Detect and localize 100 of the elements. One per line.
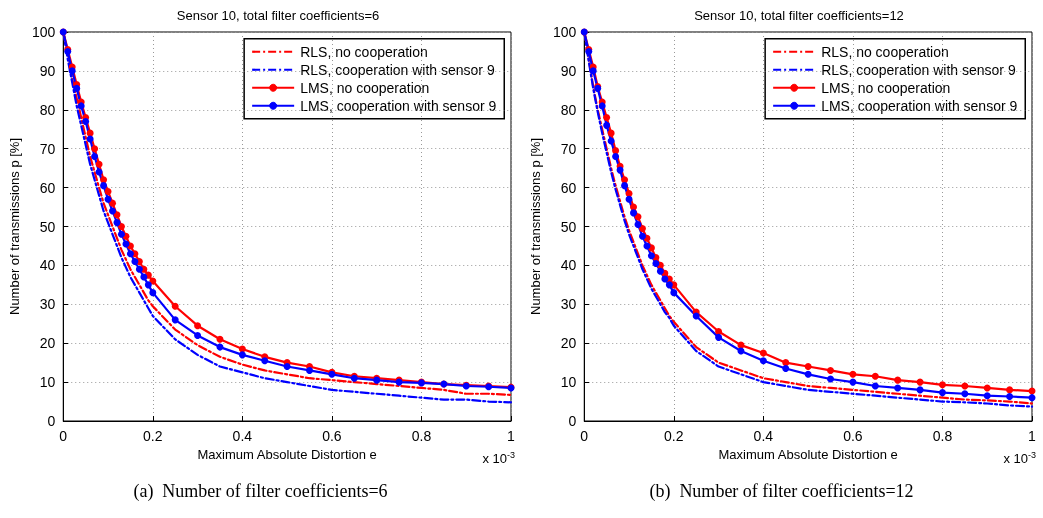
point — [938, 389, 946, 397]
point — [625, 195, 633, 203]
x-tick-label: 0.6 — [843, 428, 863, 444]
point — [131, 258, 139, 266]
text: (b) Number of filter coefficients=12 — [649, 481, 914, 502]
chart-title: Sensor 10, total filter coefficients=12 — [694, 8, 904, 23]
point — [261, 357, 269, 365]
point — [149, 289, 157, 297]
y-tick-label: 30 — [560, 296, 577, 313]
point — [77, 102, 85, 110]
y-tick-label: 10 — [560, 374, 577, 391]
point — [612, 147, 620, 155]
point — [104, 195, 112, 203]
y-tick-label: 70 — [560, 140, 577, 157]
y-tick-label: 90 — [39, 62, 56, 79]
point — [589, 67, 597, 75]
point — [607, 137, 615, 145]
point — [782, 364, 790, 372]
point — [647, 252, 655, 260]
point — [665, 281, 673, 289]
point — [109, 207, 117, 215]
point — [692, 312, 700, 320]
point — [104, 187, 112, 195]
x-tick-label: 0.4 — [232, 428, 253, 444]
point — [109, 199, 117, 207]
point — [598, 102, 606, 110]
point — [1028, 394, 1036, 402]
y-tick-label: 40 — [560, 257, 577, 274]
x-tick-label: 0.4 — [753, 428, 774, 444]
point — [612, 152, 620, 160]
x-tick-label: 0.2 — [143, 428, 163, 444]
point — [144, 281, 152, 289]
point — [656, 267, 664, 275]
x-tick-label: 0.2 — [664, 428, 684, 444]
point — [117, 223, 125, 230]
legend-label: LMS, no cooperation — [821, 79, 951, 96]
point — [638, 224, 646, 232]
y-tick-label: 0 — [47, 413, 56, 429]
point — [171, 316, 179, 324]
point — [983, 384, 991, 392]
x-tick-label: 0 — [59, 428, 68, 444]
point — [715, 333, 723, 341]
y-tick-label: 60 — [39, 179, 56, 196]
y-tick-label: 90 — [560, 62, 577, 79]
point — [1006, 386, 1014, 394]
point — [149, 277, 157, 285]
y-tick-label: 80 — [39, 101, 56, 118]
point — [630, 209, 638, 217]
y-tick-label: 80 — [560, 101, 577, 118]
point — [100, 182, 108, 190]
x-tick-label: 0.6 — [322, 428, 342, 444]
point — [638, 232, 646, 240]
point — [135, 265, 143, 273]
y-axis-title: Number of transmissions p [%] — [7, 137, 22, 316]
legend-label: LMS, cooperation with sensor 9 — [821, 97, 1018, 114]
point — [827, 375, 835, 383]
point — [894, 384, 902, 392]
y-tick-label: 70 — [39, 140, 56, 157]
point — [95, 160, 103, 168]
y-tick-label: 50 — [560, 218, 577, 235]
point — [670, 289, 678, 297]
legend-label: RLS, no cooperation — [300, 43, 428, 60]
point — [91, 152, 99, 160]
chart-title: Sensor 10, total filter coefficients=6 — [176, 8, 380, 23]
point — [804, 370, 812, 378]
point — [238, 351, 246, 359]
point — [849, 378, 857, 386]
y-tick-label: 30 — [39, 296, 56, 313]
point — [216, 335, 224, 343]
x-tick-label: 1 — [507, 428, 516, 444]
point — [871, 382, 879, 390]
legend-label: RLS, cooperation with sensor 9 — [300, 61, 495, 78]
point — [140, 273, 148, 281]
y-tick-label: 40 — [39, 257, 56, 274]
point — [126, 250, 134, 258]
legend-label: RLS, no cooperation — [821, 43, 949, 60]
y-tick-label: 60 — [560, 179, 577, 196]
point — [68, 67, 76, 75]
point — [938, 381, 946, 389]
x-tick-label: 0 — [580, 428, 589, 444]
point — [171, 302, 179, 310]
point — [849, 370, 857, 378]
y-tick-label: 0 — [568, 413, 577, 429]
point — [113, 219, 121, 227]
point — [73, 84, 81, 92]
y-tick-label: 100 — [31, 24, 56, 40]
point — [634, 221, 642, 229]
x-tick-label: 0.8 — [932, 428, 953, 444]
point — [894, 376, 902, 384]
y-tick-label: 10 — [39, 374, 56, 391]
point — [117, 230, 125, 238]
point — [91, 145, 99, 153]
point — [961, 390, 969, 398]
point — [607, 129, 615, 137]
legend-label: LMS, no cooperation — [300, 79, 430, 96]
point — [871, 372, 879, 380]
point — [194, 322, 202, 330]
x-tick-label: 0.8 — [411, 428, 432, 444]
point — [621, 182, 629, 190]
text: (a) Number of filter coefficients=6 — [133, 481, 388, 502]
